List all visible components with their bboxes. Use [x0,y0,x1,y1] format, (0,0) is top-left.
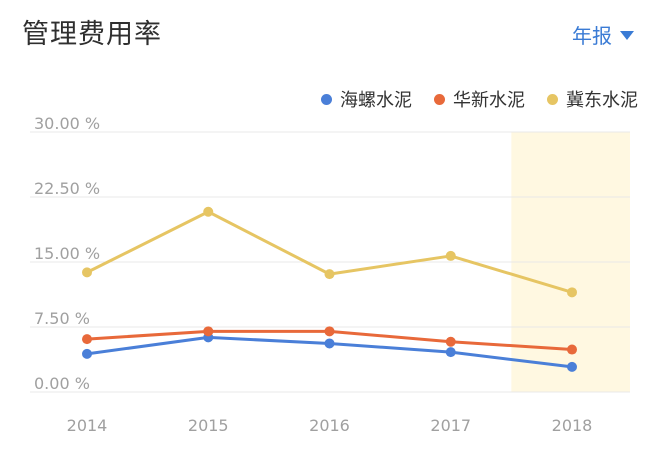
data-point [324,269,335,280]
data-point [203,206,214,217]
data-point [82,334,92,345]
legend-label: 海螺水泥 [340,90,412,111]
data-point [567,361,577,372]
legend-label: 冀东水泥 [566,90,638,111]
data-point [324,338,335,349]
legend-item[interactable]: 华新水泥 [434,86,525,112]
y-tick-label: 7.50 % [34,309,90,328]
data-point [445,347,456,358]
y-tick-label: 22.50 % [34,179,100,198]
data-point [567,287,577,298]
caret-down-icon [620,31,634,40]
legend-dot-icon [434,93,445,105]
series-line [85,210,574,294]
legend-label: 华新水泥 [453,90,525,111]
x-tick-label: 2017 [430,416,471,435]
period-selector[interactable]: 年报 [572,20,634,49]
page-title: 管理费用率 [22,19,162,50]
legend-item[interactable]: 冀东水泥 [547,86,638,112]
data-point [445,250,456,261]
x-tick-label: 2016 [309,416,350,435]
legend-dot-icon [321,93,332,105]
data-point [82,267,92,278]
x-tick-label: 2015 [188,416,229,435]
y-tick-label: 30.00 % [34,114,100,133]
data-point [567,344,577,355]
chart-legend: 海螺水泥 华新水泥 冀东水泥 [321,86,638,112]
x-tick-label: 2014 [67,416,108,435]
data-point [82,348,92,359]
legend-item[interactable]: 海螺水泥 [321,86,412,112]
legend-dot-icon [547,93,558,105]
data-point [324,326,335,337]
y-tick-label: 0.00 % [34,374,90,393]
x-tick-label: 2018 [552,416,593,435]
data-point [445,336,456,347]
data-point [203,326,214,337]
y-tick-label: 15.00 % [34,244,100,263]
period-label: 年报 [572,24,612,48]
